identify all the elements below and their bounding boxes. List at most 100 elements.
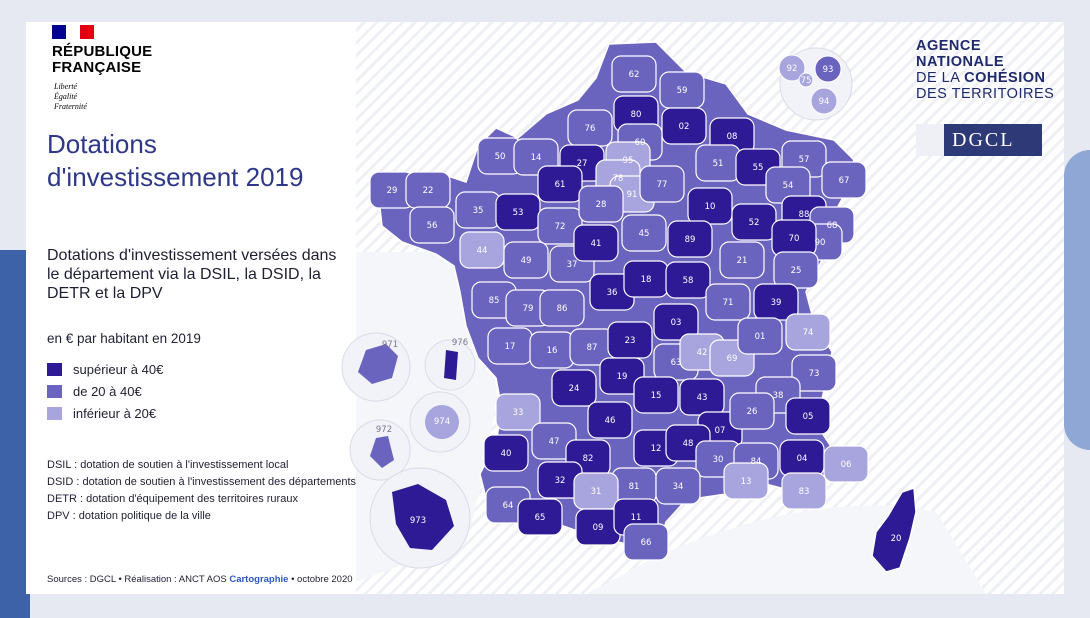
department-label-70: 70: [789, 234, 800, 244]
department-label-08: 08: [727, 132, 738, 142]
department-label-46: 46: [605, 416, 616, 426]
dgcl-logo: DGCL: [916, 124, 1042, 156]
department-label-59: 59: [677, 86, 688, 96]
department-label-45: 45: [639, 229, 650, 239]
department-label-60: 60: [635, 138, 646, 148]
legend-item-high: supérieur à 40€: [47, 358, 163, 380]
department-label-17: 17: [505, 342, 516, 352]
department-label-62: 62: [629, 70, 640, 80]
department-label-55: 55: [753, 163, 764, 173]
department-area-05: [785, 397, 831, 435]
department-area-62: [611, 55, 657, 93]
department-label-80: 80: [631, 110, 642, 120]
department-label-40: 40: [501, 449, 512, 459]
department-label-972: 972: [376, 425, 392, 435]
department-label-49: 49: [521, 256, 532, 266]
department-label-973: 973: [410, 516, 426, 526]
department-area-94: [810, 87, 838, 115]
department-label-69: 69: [727, 354, 738, 364]
department-label-04: 04: [797, 454, 808, 464]
department-label-48: 48: [683, 439, 694, 449]
department-label-78: 78: [613, 174, 624, 184]
sources-credit: Sources : DGCL • Réalisation : ANCT AOS …: [47, 574, 353, 585]
department-label-65: 65: [535, 513, 546, 523]
department-area-13: [723, 462, 769, 500]
department-area-15: [633, 376, 679, 414]
department-label-63: 63: [671, 358, 682, 368]
department-label-36: 36: [607, 288, 618, 298]
department-label-74: 74: [803, 328, 814, 338]
republique-francaise-label: RÉPUBLIQUE FRANÇAISE: [52, 43, 153, 76]
department-label-30: 30: [713, 455, 724, 465]
department-area-75: [798, 72, 814, 88]
department-area-02: [661, 107, 707, 145]
department-label-29: 29: [387, 186, 398, 196]
department-label-50: 50: [495, 152, 506, 162]
department-label-03: 03: [671, 318, 682, 328]
department-label-976: 976: [452, 338, 468, 348]
department-label-09: 09: [593, 523, 604, 533]
department-label-72: 72: [555, 222, 566, 232]
department-label-16: 16: [547, 346, 558, 356]
department-label-18: 18: [641, 275, 652, 285]
department-label-01: 01: [755, 332, 766, 342]
department-label-86: 86: [557, 304, 568, 314]
department-area-28: [578, 185, 624, 223]
department-label-58: 58: [683, 276, 694, 286]
department-label-06: 06: [841, 460, 852, 470]
department-label-19: 19: [617, 372, 628, 382]
department-label-47: 47: [549, 437, 560, 447]
department-area-71: [705, 283, 751, 321]
department-label-41: 41: [591, 239, 602, 249]
definition-dsid: DSID : dotation de soutien à l'investiss…: [47, 476, 357, 488]
department-area-03: [653, 303, 699, 341]
department-area-66: [623, 523, 669, 561]
department-label-10: 10: [705, 202, 716, 212]
department-label-53: 53: [513, 208, 524, 218]
department-label-21: 21: [737, 256, 748, 266]
department-label-32: 32: [555, 476, 566, 486]
department-label-71: 71: [723, 298, 734, 308]
department-area-33: [495, 393, 541, 431]
department-label-23: 23: [625, 336, 636, 346]
department-label-971: 971: [382, 340, 398, 350]
department-label-66: 66: [641, 538, 652, 548]
department-label-39: 39: [771, 298, 782, 308]
department-area-56: [409, 206, 455, 244]
department-label-51: 51: [713, 159, 724, 169]
department-label-26: 26: [747, 407, 758, 417]
department-label-88: 88: [799, 210, 810, 220]
unit-label: en € par habitant en 2019: [47, 331, 201, 346]
legend-swatch: [47, 362, 62, 376]
department-label-28: 28: [596, 200, 607, 210]
legend: supérieur à 40€ de 20 à 40€ inférieur à …: [47, 358, 163, 424]
island-976: [444, 350, 458, 380]
department-area-01: [737, 317, 783, 355]
right-decor-band: [1064, 150, 1090, 450]
department-label-02: 02: [679, 122, 690, 132]
department-area-74: [785, 313, 831, 351]
legend-item-mid: de 20 à 40€: [47, 380, 163, 402]
department-label-07: 07: [715, 426, 726, 436]
anct-logo: AGENCE NATIONALE DE LA COHÉSION DES TERR…: [916, 38, 1055, 102]
definitions: DSIL : dotation de soutien à l'investiss…: [47, 459, 357, 527]
department-label-27: 27: [577, 159, 588, 169]
legend-swatch: [47, 384, 62, 398]
department-label-87: 87: [587, 343, 598, 353]
legend-item-low: inférieur à 20€: [47, 402, 163, 424]
department-area-83: [781, 472, 827, 510]
department-label-75: 75: [801, 76, 812, 86]
department-area-06: [823, 445, 869, 483]
department-label-05: 05: [803, 412, 814, 422]
department-label-37: 37: [567, 260, 578, 270]
department-label-84: 84: [751, 457, 762, 467]
department-label-24: 24: [569, 384, 580, 394]
corsica-outline: [871, 486, 917, 573]
department-label-25: 25: [791, 266, 802, 276]
department-area-26: [729, 392, 775, 430]
department-label-974: 974: [434, 417, 450, 427]
department-label-85: 85: [489, 296, 500, 306]
department-area-41: [573, 224, 619, 262]
department-area-40: [483, 434, 529, 472]
